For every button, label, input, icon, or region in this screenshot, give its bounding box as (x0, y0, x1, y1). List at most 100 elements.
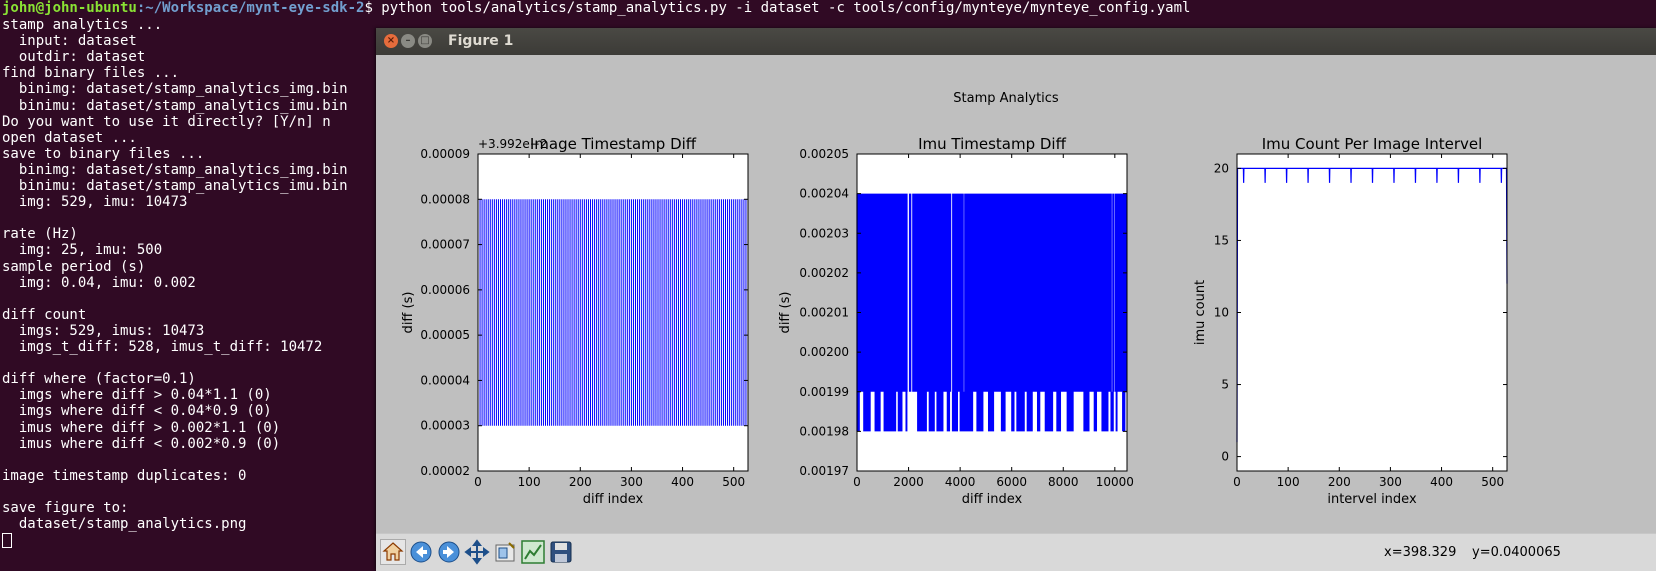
forward-icon[interactable] (436, 539, 462, 565)
terminal-line: save figure to: (2, 500, 129, 516)
edit-axes-icon[interactable] (520, 539, 546, 565)
x-tick-label: 0 (474, 475, 482, 489)
x-tick-label: 2000 (893, 475, 924, 489)
configure-subplots-icon[interactable] (492, 539, 518, 565)
terminal-cursor (2, 532, 12, 549)
y-tick-label: 0.00203 (799, 226, 849, 240)
subplot-1: 0 100 200 300 400 500 0.00002 0.00003 0.00004 0.0… (401, 135, 749, 507)
y-axis-label: imu count (1193, 280, 1208, 345)
subplot-3: 0 100 200 300 400 500 0 5 10 15 20 Imu Count Per Im… (1193, 135, 1508, 507)
x-tick-label: 400 (671, 475, 694, 489)
x-tick-label: 500 (1481, 475, 1504, 489)
figure-canvas[interactable]: Stamp Analytics 0 100 200 300 400 500 0.00002 0… (376, 55, 1656, 561)
x-axis-label: diff index (962, 492, 1023, 507)
x-tick-label: 6000 (996, 475, 1027, 489)
y-tick-label: 0.00204 (799, 187, 849, 201)
terminal-line: stamp analytics ... (2, 17, 163, 33)
terminal-line: rate (Hz) (2, 226, 78, 242)
back-icon[interactable] (408, 539, 434, 565)
terminal-line: dataset/stamp_analytics.png (2, 516, 247, 532)
window-titlebar[interactable]: × – □ Figure 1 (376, 28, 1656, 55)
y-tick-label: 0.00003 (420, 419, 470, 433)
terminal-line: binimg: dataset/stamp_analytics_img.bin (2, 81, 348, 97)
y-tick-label: 20 (1214, 161, 1229, 175)
x-axis-label: intervel index (1327, 492, 1417, 507)
terminal-line: diff where (factor=0.1) (2, 371, 196, 387)
terminal-line: save to binary files ... (2, 146, 205, 162)
save-icon[interactable] (548, 539, 574, 565)
subplot-title: Imu Timestamp Diff (918, 135, 1067, 153)
x-tick-label: 400 (1430, 475, 1453, 489)
figure-toolbar: x=398.329 y=0.0400065 (376, 533, 1656, 571)
series-line (477, 199, 749, 426)
terminal-line: img: 25, imu: 500 (2, 242, 163, 258)
figure-suptitle: Stamp Analytics (953, 91, 1059, 106)
y-tick-label: 0.00004 (420, 373, 470, 387)
y-tick-label: 0.00197 (799, 464, 849, 478)
terminal-line: diff count (2, 307, 87, 323)
y-tick-label: 0.00009 (420, 147, 470, 161)
pan-icon[interactable] (464, 539, 490, 565)
window-title: Figure 1 (448, 33, 514, 49)
figure-svg: Stamp Analytics 0 100 200 300 400 5000.000020… (401, 91, 1508, 507)
maximize-button[interactable]: □ (418, 34, 432, 48)
terminal-line: binimu: dataset/stamp_analytics_imu.bin (2, 98, 348, 114)
x-tick-label: 0 (853, 475, 861, 489)
terminal-line: open dataset ... (2, 130, 137, 146)
x-tick-label: 100 (1277, 475, 1300, 489)
x-tick-label: 4000 (945, 475, 976, 489)
x-axis-label: diff index (583, 492, 644, 507)
axes-background (1237, 154, 1507, 471)
x-tick-label: 10000 (1096, 475, 1134, 489)
y-tick-label: 15 (1214, 233, 1229, 247)
x-tick-label: 100 (518, 475, 541, 489)
subplot-title: Image Timestamp Diff (530, 135, 697, 153)
x-tick-label: 500 (722, 475, 745, 489)
subplot-title: Imu Count Per Image Intervel (1262, 135, 1483, 153)
terminal-prompt-line: john@john-ubuntu:~/Workspace/mynt-eye-sd… (2, 0, 1190, 17)
figure-window[interactable]: × – □ Figure 1 Stamp Analytics 0 100 200 30… (376, 28, 1656, 571)
y-tick-label: 0.00202 (799, 266, 849, 280)
close-button[interactable]: × (384, 34, 398, 48)
terminal-line: imgs where diff > 0.04*1.1 (0) (2, 387, 272, 403)
home-icon[interactable] (380, 539, 406, 565)
terminal-line: Do you want to use it directly? [Y/n] n (2, 114, 331, 130)
y-tick-label: 0.00008 (420, 192, 470, 206)
terminal-line: binimu: dataset/stamp_analytics_imu.bin (2, 178, 348, 194)
y-tick-label: 0.00005 (420, 328, 470, 342)
terminal-line: img: 0.04, imu: 0.002 (2, 275, 196, 291)
x-tick-label: 200 (1328, 475, 1351, 489)
x-tick-label: 8000 (1048, 475, 1079, 489)
terminal-line: image timestamp duplicates: 0 (2, 468, 247, 484)
axes-frame (477, 153, 749, 472)
y-axis-label: diff (s) (401, 292, 416, 334)
cursor-y-readout: y=0.0400065 (1472, 545, 1561, 560)
x-tick-label: 300 (1379, 475, 1402, 489)
terminal-line: find binary files ... (2, 65, 180, 81)
terminal-line: imus where diff < 0.002*0.9 (0) (2, 436, 281, 452)
y-tick-label: 0.00199 (799, 385, 849, 399)
prompt-user-host: john@john-ubuntu (2, 0, 137, 16)
y-tick-label: 0.00198 (799, 424, 849, 438)
prompt-command: $ python tools/analytics/stamp_analytics… (364, 0, 1191, 16)
terminal-line: binimg: dataset/stamp_analytics_img.bin (2, 162, 348, 178)
x-tick-label: 300 (620, 475, 643, 489)
x-tick-label: 200 (569, 475, 592, 489)
y-tick-label: 0.00007 (420, 238, 470, 252)
cursor-x-readout: x=398.329 (1384, 545, 1457, 560)
terminal-line: sample period (s) (2, 259, 146, 275)
y-tick-label: 10 (1214, 306, 1229, 320)
y-tick-label: 0.00006 (420, 283, 470, 297)
series-line (1236, 167, 1508, 443)
terminal-line: imgs where diff < 0.04*0.9 (0) (2, 403, 272, 419)
y-tick-label: 0.00200 (799, 345, 849, 359)
y-axis-label: diff (s) (778, 292, 793, 334)
y-tick-label: 0.00002 (420, 464, 470, 478)
y-tick-label: 0.00205 (799, 147, 849, 161)
terminal-line: imgs: 529, imus: 10473 (2, 323, 205, 339)
y-tick-label: 5 (1221, 378, 1229, 392)
y-tick-label: 0 (1221, 450, 1229, 464)
minimize-button[interactable]: – (401, 34, 415, 48)
y-tick-label: 0.00201 (799, 306, 849, 320)
subplot-2: 0 2000 4000 6000 8000 10000 0.00197 0.00198 0.00… (778, 135, 1134, 507)
